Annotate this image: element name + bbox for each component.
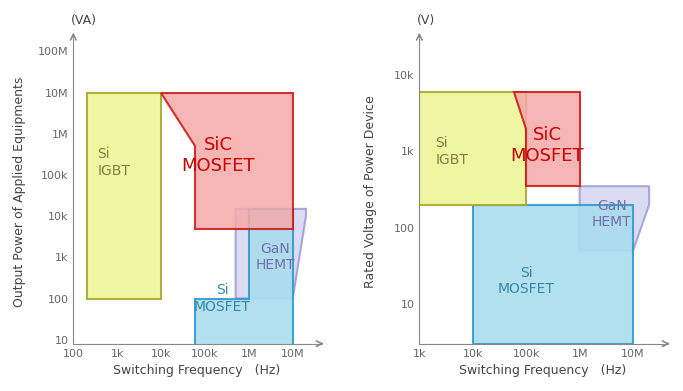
Text: (V): (V) (417, 14, 435, 27)
Text: GaN
HEMT: GaN HEMT (255, 242, 295, 273)
Text: Si
MOSFET: Si MOSFET (498, 266, 555, 296)
Polygon shape (473, 205, 633, 344)
Polygon shape (195, 209, 293, 352)
Text: Si
IGBT: Si IGBT (97, 147, 130, 178)
Text: GaN
HEMT: GaN HEMT (592, 199, 632, 230)
X-axis label: Switching Frequency   (Hz): Switching Frequency (Hz) (459, 364, 626, 377)
Polygon shape (161, 93, 293, 228)
Text: Output Power of Applied Equipments: Output Power of Applied Equipments (13, 76, 26, 307)
Text: SiC
MOSFET: SiC MOSFET (511, 126, 584, 165)
X-axis label: Switching Frequency   (Hz): Switching Frequency (Hz) (113, 364, 280, 377)
Polygon shape (580, 186, 649, 251)
Polygon shape (236, 209, 306, 298)
Text: SiC
MOSFET: SiC MOSFET (182, 136, 255, 175)
Text: Rated Voltage of Power Device: Rated Voltage of Power Device (363, 95, 377, 288)
Text: Si
IGBT: Si IGBT (436, 136, 469, 167)
Polygon shape (87, 93, 161, 298)
Text: (VA): (VA) (71, 14, 97, 27)
Text: Si
MOSFET: Si MOSFET (194, 283, 251, 314)
Polygon shape (419, 92, 526, 205)
Polygon shape (514, 92, 580, 186)
